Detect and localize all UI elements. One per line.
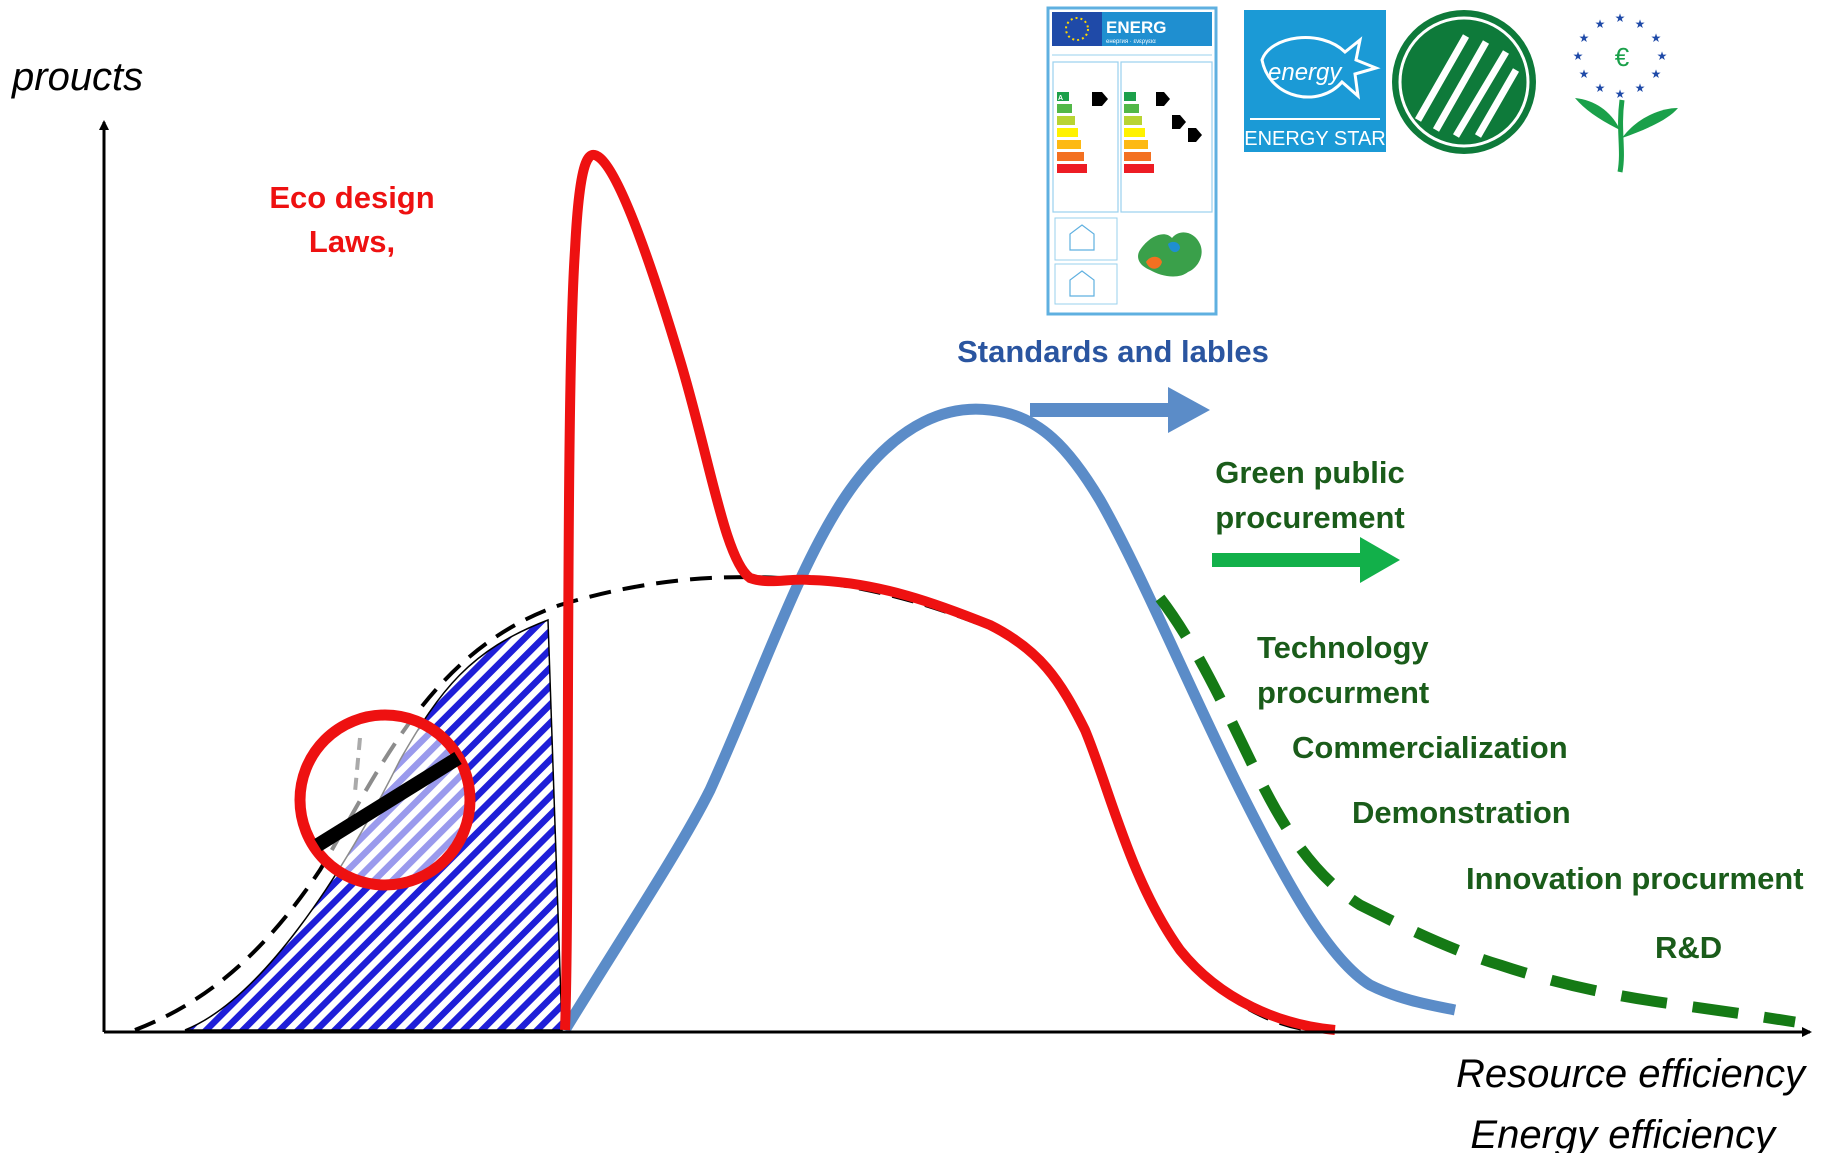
svg-text:★: ★ bbox=[1579, 67, 1590, 81]
svg-text:€: € bbox=[1615, 42, 1630, 72]
eu-ecolabel-flower-logo: ★ ★ ★ ★ ★ ★ ★ ★ ★ ★ ★ ★ € bbox=[1573, 11, 1678, 173]
energy-star-logo: energy ENERGY STAR bbox=[1244, 10, 1386, 152]
nordic-swan-logo bbox=[1392, 10, 1536, 154]
eco-design-laws-label: Laws, bbox=[309, 224, 395, 259]
svg-text:★: ★ bbox=[1635, 17, 1646, 31]
energy-label-subtitle: енергия · ενεργεια bbox=[1106, 39, 1156, 45]
green-procurement-label: Green public bbox=[1215, 455, 1404, 490]
demonstration-label: Demonstration bbox=[1352, 795, 1571, 830]
europe-map-icon bbox=[1138, 232, 1202, 277]
commercialization-label: Commercialization bbox=[1292, 730, 1568, 765]
green-procurement-label-2: procurement bbox=[1215, 500, 1404, 535]
svg-text:★: ★ bbox=[1651, 67, 1662, 81]
x-axis-label-resource: Resource efficiency bbox=[1456, 1052, 1808, 1096]
innovation-procurement-label: Innovation procurment bbox=[1466, 861, 1804, 896]
x-axis-label-energy: Energy efficiency bbox=[1470, 1113, 1778, 1153]
technology-procurement-label: Technology bbox=[1257, 630, 1429, 665]
eco-design-label: Eco design bbox=[269, 180, 434, 215]
energy-star-script: energy bbox=[1268, 59, 1343, 86]
energy-label-title: ENERG bbox=[1106, 18, 1166, 37]
green-arrow-icon bbox=[1212, 537, 1400, 583]
innovation-green-dashed-curve bbox=[1155, 594, 1796, 1028]
energy-class-a: A bbox=[1058, 95, 1063, 102]
energy-star-text: ENERGY STAR bbox=[1244, 128, 1386, 150]
svg-text:★: ★ bbox=[1573, 49, 1584, 63]
eco-design-red-curve bbox=[560, 149, 1336, 1035]
energy-class-bars bbox=[1057, 92, 1202, 173]
standards-blue-curve bbox=[560, 403, 1457, 1033]
y-axis-label: proucts bbox=[11, 55, 143, 99]
svg-text:★: ★ bbox=[1615, 87, 1626, 101]
eu-energy-label-logo: ENERG енергия · ενεργεια A bbox=[1046, 6, 1218, 316]
technology-procurement-label-2: procurment bbox=[1257, 675, 1429, 710]
standards-label: Standards and lables bbox=[957, 334, 1269, 369]
rd-label: R&D bbox=[1655, 930, 1722, 965]
svg-text:★: ★ bbox=[1635, 81, 1646, 95]
svg-text:★: ★ bbox=[1615, 11, 1626, 25]
standards-arrow-icon bbox=[1030, 387, 1210, 433]
svg-text:★: ★ bbox=[1651, 31, 1662, 45]
svg-text:★: ★ bbox=[1657, 49, 1668, 63]
svg-text:★: ★ bbox=[1595, 81, 1606, 95]
svg-text:★: ★ bbox=[1579, 31, 1590, 45]
svg-text:★: ★ bbox=[1595, 17, 1606, 31]
prohibition-sign-icon bbox=[294, 709, 476, 891]
